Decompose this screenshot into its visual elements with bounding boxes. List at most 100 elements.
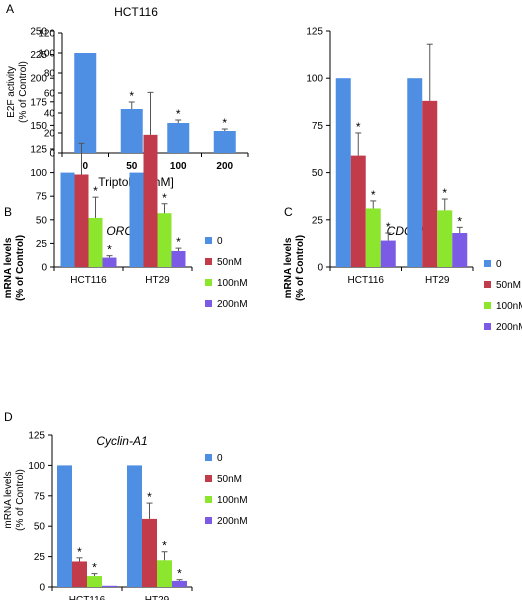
legend-swatch xyxy=(205,279,212,286)
y-tick-label: 75 xyxy=(34,491,46,502)
significance-mark: * xyxy=(442,186,447,200)
x-tick-label: 50 xyxy=(126,161,138,172)
bar xyxy=(143,134,158,267)
bar xyxy=(365,208,381,267)
bar xyxy=(437,210,453,267)
significance-mark: * xyxy=(176,235,181,249)
y-tick-label: 75 xyxy=(312,121,324,132)
legend-swatch xyxy=(484,281,491,288)
y-tick-label: 200 xyxy=(30,74,47,85)
significance-mark: * xyxy=(177,567,182,581)
y-axis-label-line-2: (% of Control) xyxy=(18,61,29,123)
significance-mark: * xyxy=(222,116,227,130)
legend-swatch xyxy=(205,454,212,461)
legend: 0 50nM 100nM 200nM xyxy=(205,453,248,527)
y-tick-label: 0 xyxy=(39,583,45,594)
panel-b: B ORC-1 mRNA levels (% of Control) 02550… xyxy=(3,27,248,311)
legend-swatch xyxy=(205,258,212,265)
y-tick-label: 25 xyxy=(36,239,48,250)
legend-label: 200nM xyxy=(217,299,248,310)
legend-label: 200nM xyxy=(496,322,522,333)
plot-area: 0 25 50 75 100 125 HCT116 HT29 * * * * * xyxy=(306,27,474,286)
x-tick-label: HCT116 xyxy=(348,275,385,286)
chart-title: Cyclin-A1 xyxy=(96,434,147,448)
significance-mark: * xyxy=(107,243,112,257)
y-tick-label: 50 xyxy=(34,522,46,533)
y-tick-label: 100 xyxy=(38,49,55,60)
panel-letter: D xyxy=(4,410,13,424)
bar xyxy=(422,100,438,267)
legend-swatch xyxy=(484,302,491,309)
y-tick-label: 250 xyxy=(30,27,47,38)
significance-mark: * xyxy=(162,191,167,205)
legend: 0 50nM 100nM 200nM xyxy=(205,236,248,310)
y-tick-label: 0 xyxy=(49,149,55,160)
y-tick-label: 175 xyxy=(30,97,47,108)
significance-mark: * xyxy=(371,188,376,202)
legend-label: 50nM xyxy=(217,257,242,268)
x-tick-label: HT29 xyxy=(425,275,450,286)
bar xyxy=(74,174,89,267)
y-tick-label: 50 xyxy=(312,168,324,179)
bar xyxy=(213,131,236,153)
x-tick-label: 0 xyxy=(82,161,88,172)
y-axis-label-line-2: (% of Control) xyxy=(295,235,306,301)
legend-label: 0 xyxy=(496,259,502,270)
bar xyxy=(102,257,117,267)
y-tick-label: 150 xyxy=(30,121,47,132)
bar xyxy=(172,580,187,587)
bar xyxy=(87,576,102,587)
panel-c: C CDC-2 mRNA levels (% of Control) 02550… xyxy=(283,27,522,334)
significance-mark: * xyxy=(147,490,152,504)
significance-mark: * xyxy=(386,220,391,234)
y-tick-label: 125 xyxy=(28,431,45,442)
y-tick-label: 25 xyxy=(312,215,324,226)
significance-mark: * xyxy=(92,561,97,575)
bar xyxy=(157,213,172,267)
bar xyxy=(127,465,142,587)
legend-label: 100nM xyxy=(217,278,248,289)
y-tick-label: 225 xyxy=(30,50,47,61)
y-tick-label: 0 xyxy=(317,263,323,274)
bar xyxy=(171,250,186,267)
y-tick-label: 60 xyxy=(44,89,56,100)
y-tick-label: 75 xyxy=(36,192,48,203)
significance-mark: * xyxy=(129,89,134,103)
significance-mark: * xyxy=(93,184,98,198)
y-axis-label-line-2: (% of Control) xyxy=(15,469,26,531)
bar xyxy=(120,109,143,153)
x-tick-label: 200 xyxy=(216,161,233,172)
y-tick-label: 50 xyxy=(36,215,48,226)
y-tick-label: 100 xyxy=(30,168,47,179)
legend-label: 0 xyxy=(217,453,223,464)
x-tick-label: HCT116 xyxy=(69,595,106,600)
bar xyxy=(60,172,75,267)
y-tick-label: 0 xyxy=(41,263,47,274)
legend-swatch xyxy=(484,323,491,330)
legend-swatch xyxy=(205,237,212,244)
legend-swatch xyxy=(205,517,212,524)
y-tick-label: 125 xyxy=(306,27,323,38)
panel-letter: C xyxy=(284,205,293,219)
plot-area: 0 25 50 75 100 125 HCT116 HT29 * * * * * xyxy=(28,431,193,600)
plot-area: 0 20 40 60 80 100 120 0 50 100 200 * * * xyxy=(38,29,249,172)
significance-mark: * xyxy=(176,107,181,121)
bar xyxy=(167,123,190,153)
legend-label: 100nM xyxy=(496,301,522,312)
legend-label: 100nM xyxy=(217,495,248,506)
y-axis-label-line-2: (% of Control) xyxy=(15,235,26,301)
bar xyxy=(380,240,396,267)
legend-swatch xyxy=(205,300,212,307)
bar xyxy=(102,585,117,587)
y-tick-label: 120 xyxy=(38,29,55,40)
legend-label: 0 xyxy=(217,236,223,247)
y-tick-label: 100 xyxy=(306,74,323,85)
bar xyxy=(350,155,366,267)
significance-mark: * xyxy=(162,539,167,553)
legend-swatch xyxy=(484,260,491,267)
chart-title: HCT116 xyxy=(114,5,158,19)
y-tick-label: 20 xyxy=(44,129,56,140)
significance-mark: * xyxy=(77,545,82,559)
